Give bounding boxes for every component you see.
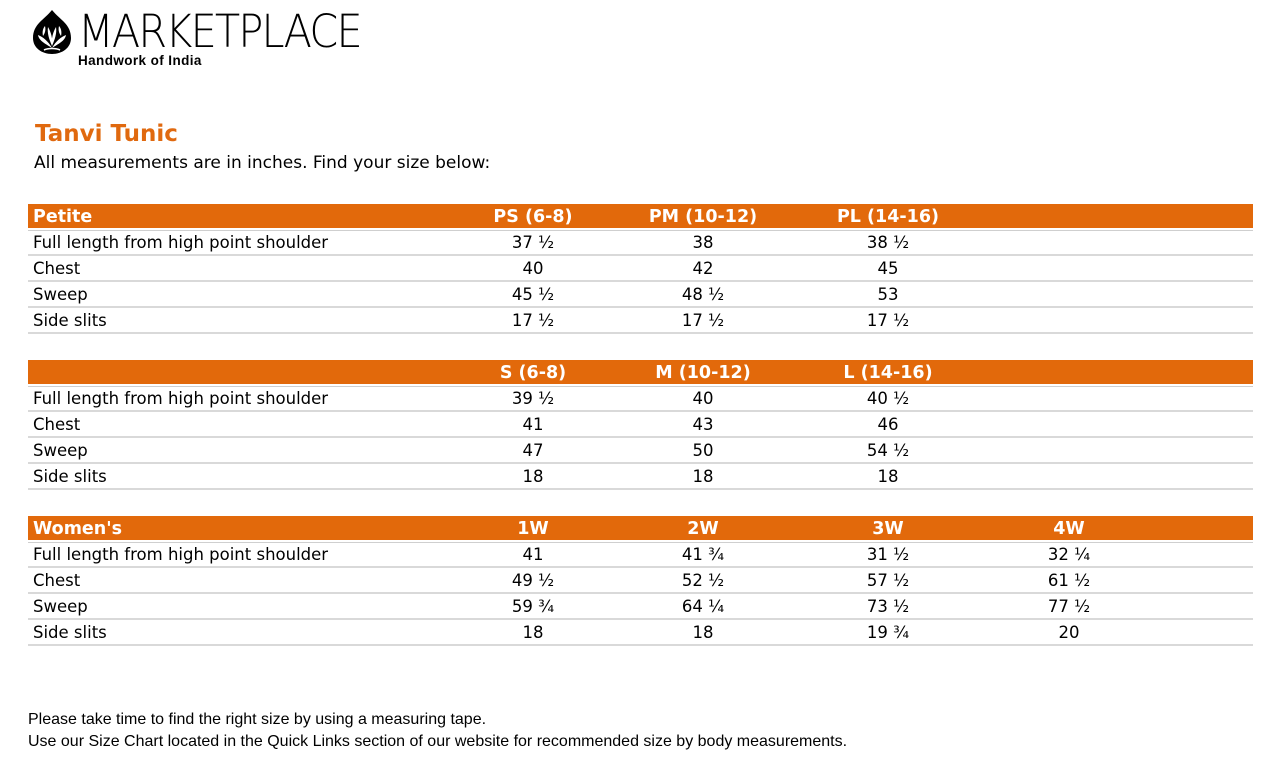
measurement-value: 59 ¾ (511, 597, 555, 616)
table-row: Side slits 17 ½ 17 ½ 17 ½ (28, 308, 1253, 334)
section-label: Petite (33, 207, 93, 227)
lotus-leaf-icon (33, 10, 71, 54)
size-column-header: PS (6-8) (493, 207, 573, 227)
table-row: Side slits 18 18 18 (28, 464, 1253, 490)
table-row: Sweep 45 ½ 48 ½ 53 (28, 282, 1253, 308)
measurement-label: Full length from high point shoulder (33, 545, 329, 564)
measurement-value: 40 ½ (866, 389, 910, 408)
measurement-value: 18 (877, 467, 899, 486)
size-column-header: PL (14-16) (836, 207, 940, 227)
measurement-value: 47 (522, 441, 544, 460)
size-column-header: PM (10-12) (648, 207, 758, 227)
measurement-value: 61 ½ (1047, 571, 1091, 590)
measurement-value: 46 (877, 415, 899, 434)
measurement-value: 40 (692, 389, 714, 408)
measurement-label: Side slits (33, 623, 107, 642)
table-row: Side slits 18 18 19 ¾ 20 (28, 620, 1253, 646)
table-row: Chest 40 42 45 (28, 256, 1253, 282)
brand-name: MARKETPLACE (78, 5, 363, 58)
measurement-value: 77 ½ (1047, 597, 1091, 616)
measurement-value: 38 ½ (866, 233, 910, 252)
measurement-value: 17 ½ (511, 311, 555, 330)
size-column-header: 2W (687, 519, 719, 539)
measurement-value: 19 ¾ (866, 623, 910, 642)
measurement-value: 40 (522, 259, 544, 278)
measurement-label: Sweep (33, 285, 88, 304)
size-table-womens: Women's 1W 2W 3W 4W Full length from hig… (28, 516, 1253, 646)
table-header-row: S (6-8) M (10-12) L (14-16) (28, 360, 1253, 386)
measurement-value: 32 ¼ (1047, 545, 1091, 564)
size-column-header: S (6-8) (499, 363, 567, 383)
table-row: Chest 49 ½ 52 ½ 57 ½ 61 ½ (28, 568, 1253, 594)
measurement-value: 37 ½ (511, 233, 555, 252)
size-column-header: L (14-16) (843, 363, 933, 383)
measurement-label: Sweep (33, 597, 88, 616)
measurement-label: Sweep (33, 441, 88, 460)
measurement-value: 64 ¼ (681, 597, 725, 616)
measurement-value: 73 ½ (866, 597, 910, 616)
size-column-header: M (10-12) (655, 363, 751, 383)
measurement-value: 42 (692, 259, 714, 278)
size-table-regular: S (6-8) M (10-12) L (14-16) Full length … (28, 360, 1253, 490)
measurement-value: 45 (877, 259, 899, 278)
measurement-label: Chest (33, 259, 81, 278)
measurement-value: 57 ½ (866, 571, 910, 590)
measurement-value: 48 ½ (681, 285, 725, 304)
measurement-value: 18 (692, 467, 714, 486)
measurement-value: 18 (522, 467, 544, 486)
measurement-value: 20 (1058, 623, 1080, 642)
table-row: Sweep 47 50 54 ½ (28, 438, 1253, 464)
footer-notes: Please take time to find the right size … (28, 709, 847, 753)
measurement-label: Side slits (33, 467, 107, 486)
measurement-value: 52 ½ (681, 571, 725, 590)
table-row: Full length from high point shoulder 41 … (28, 542, 1253, 568)
brand-tagline: Handwork of India (78, 53, 202, 68)
measurement-label: Full length from high point shoulder (33, 233, 329, 252)
size-column-header: 3W (872, 519, 904, 539)
measurement-value: 54 ½ (866, 441, 910, 460)
measurement-value: 38 (692, 233, 714, 252)
measurement-value: 41 (522, 545, 544, 564)
size-column-header: 1W (517, 519, 549, 539)
measurement-value: 31 ½ (866, 545, 910, 564)
measurement-value: 18 (522, 623, 544, 642)
measurement-value: 18 (692, 623, 714, 642)
measurement-value: 50 (692, 441, 714, 460)
page-subtitle: All measurements are in inches. Find you… (34, 153, 491, 173)
measurement-value: 41 ¾ (681, 545, 725, 564)
measurement-value: 39 ½ (511, 389, 555, 408)
measurement-value: 45 ½ (511, 285, 555, 304)
table-row: Full length from high point shoulder 39 … (28, 386, 1253, 412)
measurement-value: 49 ½ (511, 571, 555, 590)
measurement-value: 53 (877, 285, 899, 304)
size-column-header: 4W (1053, 519, 1085, 539)
measurement-value: 43 (692, 415, 714, 434)
table-row: Chest 41 43 46 (28, 412, 1253, 438)
page-title: Tanvi Tunic (35, 121, 178, 147)
measurement-label: Side slits (33, 311, 107, 330)
note-measuring-tape: Please take time to find the right size … (28, 711, 487, 728)
section-label: Women's (33, 519, 123, 539)
brand-logo: MARKETPLACE Handwork of India (30, 6, 410, 72)
size-table-petite: Petite PS (6-8) PM (10-12) PL (14-16) Fu… (28, 204, 1253, 334)
measurement-value: 17 ½ (866, 311, 910, 330)
measurement-value: 17 ½ (681, 311, 725, 330)
note-size-chart: Use our Size Chart located in the Quick … (28, 733, 848, 750)
measurement-label: Full length from high point shoulder (33, 389, 329, 408)
measurement-value: 41 (522, 415, 544, 434)
table-row: Full length from high point shoulder 37 … (28, 230, 1253, 256)
table-header-row: Petite PS (6-8) PM (10-12) PL (14-16) (28, 204, 1253, 230)
measurement-label: Chest (33, 571, 81, 590)
table-header-row: Women's 1W 2W 3W 4W (28, 516, 1253, 542)
table-row: Sweep 59 ¾ 64 ¼ 73 ½ 77 ½ (28, 594, 1253, 620)
measurement-label: Chest (33, 415, 81, 434)
